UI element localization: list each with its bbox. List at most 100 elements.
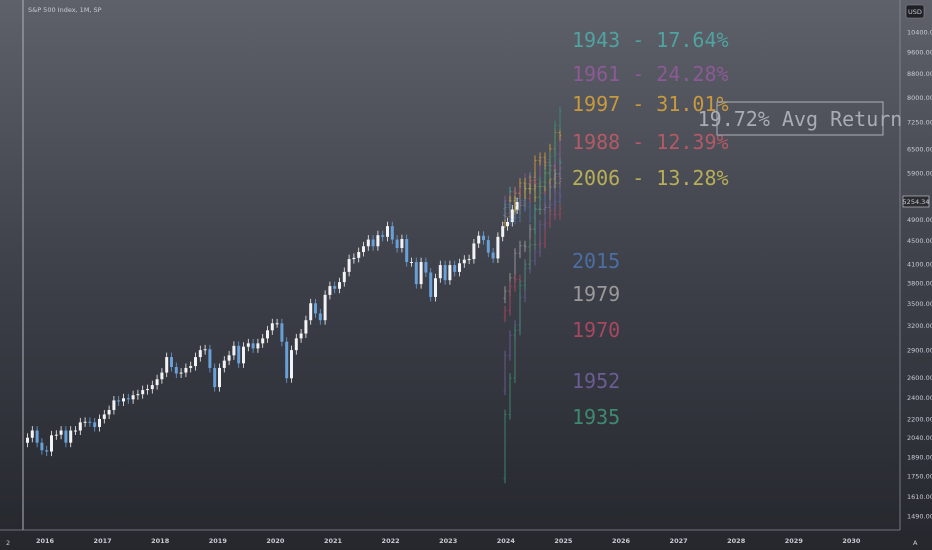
candle-body bbox=[328, 286, 332, 295]
candle-body bbox=[227, 355, 231, 361]
time-tick-label: 2018 bbox=[151, 537, 170, 545]
candle-body bbox=[174, 366, 178, 374]
candle-body bbox=[496, 236, 500, 259]
time-tick-label: 2019 bbox=[209, 537, 228, 545]
candle-body bbox=[477, 235, 481, 244]
price-tick-label: 8000.00 bbox=[907, 94, 932, 102]
candle-body bbox=[59, 430, 63, 435]
projection-label: 1988 - 12.39% bbox=[572, 130, 729, 154]
price-tick-label: 3500.00 bbox=[907, 300, 932, 308]
candle-body bbox=[242, 346, 245, 364]
candle-body bbox=[170, 357, 173, 367]
symbol-label[interactable]: S&P 500 Index, 1M, SP bbox=[28, 6, 102, 14]
candle-body bbox=[414, 262, 418, 285]
time-tick-label: 2025 bbox=[554, 537, 573, 545]
candle-body bbox=[285, 341, 289, 379]
time-tick-label: 2029 bbox=[785, 537, 804, 545]
candle-body bbox=[69, 430, 73, 443]
candle-body bbox=[232, 345, 236, 356]
candle-body bbox=[506, 222, 509, 227]
candle-body bbox=[126, 398, 130, 400]
time-tick-label: 2030 bbox=[842, 537, 861, 545]
candle-body bbox=[261, 338, 265, 344]
candle-body bbox=[83, 421, 87, 423]
price-tick-label: 2600.00 bbox=[907, 374, 932, 382]
candle-body bbox=[491, 252, 495, 259]
candle-body bbox=[419, 262, 423, 285]
time-axis[interactable]: 2016 2017 2018 2019 2020 2021 2022 2023 2024 2025… bbox=[36, 537, 861, 545]
candle-body bbox=[333, 286, 337, 289]
price-tick-label: 10400.00 bbox=[907, 29, 932, 37]
price-tick-label: 1610.00 bbox=[907, 493, 932, 501]
candle-body bbox=[189, 366, 193, 368]
candle-body bbox=[50, 435, 53, 452]
candle-body bbox=[131, 395, 135, 400]
projection-label: 1935 bbox=[572, 405, 620, 429]
candle-body bbox=[318, 313, 322, 321]
candle-body bbox=[112, 400, 116, 411]
candle-body bbox=[290, 350, 293, 379]
price-tick-label: 1490.00 bbox=[907, 513, 932, 521]
candle-body bbox=[218, 367, 221, 388]
time-tick-label: 2017 bbox=[94, 537, 112, 545]
candle-body bbox=[482, 235, 485, 241]
candle-body bbox=[323, 294, 327, 321]
price-axis[interactable]: 10400.00 9600.00 8800.00 8000.00 7250.00 6500… bbox=[907, 29, 932, 521]
candle-body bbox=[453, 265, 457, 272]
candle-body bbox=[304, 320, 308, 334]
price-tick-label: 5900.00 bbox=[907, 170, 932, 178]
candle-body bbox=[309, 303, 313, 321]
price-tick-label: 1890.00 bbox=[907, 453, 932, 461]
candle-body bbox=[146, 389, 149, 391]
candle-body bbox=[410, 262, 413, 264]
last-price-badge bbox=[902, 195, 930, 208]
price-tick-label: 2200.00 bbox=[907, 415, 932, 423]
candle-body bbox=[352, 257, 356, 260]
candle-body bbox=[400, 239, 404, 248]
price-tick-label: 2900.00 bbox=[907, 347, 932, 355]
projection-label: 1997 - 31.01% bbox=[572, 92, 729, 116]
price-tick-label: 4100.00 bbox=[907, 260, 932, 268]
candle-body bbox=[314, 303, 317, 314]
candle-body bbox=[136, 394, 140, 396]
candle-body bbox=[246, 343, 250, 347]
candle-body bbox=[266, 330, 269, 339]
candle-body bbox=[294, 338, 298, 351]
candle-body bbox=[395, 239, 399, 248]
price-tick-label: 4500.00 bbox=[907, 237, 932, 245]
candle-body bbox=[299, 333, 303, 339]
candle-body bbox=[54, 434, 58, 436]
candle-body bbox=[74, 430, 77, 432]
time-tick-label: 2024 bbox=[497, 537, 516, 545]
candle-body bbox=[122, 398, 125, 402]
candle-body bbox=[194, 357, 197, 367]
candle-body bbox=[381, 235, 385, 237]
price-tick-label: 9600.00 bbox=[907, 48, 932, 56]
candles-group bbox=[26, 197, 519, 457]
projection-label: 1943 - 17.64% bbox=[572, 28, 729, 52]
auto-scale-indicator[interactable]: A bbox=[913, 539, 918, 547]
candle-body bbox=[35, 430, 39, 443]
candle-body bbox=[102, 414, 106, 419]
time-tick-label: 2023 bbox=[439, 537, 457, 545]
candle-body bbox=[256, 343, 260, 349]
price-tick-label: 2400.00 bbox=[907, 394, 932, 402]
candle-body bbox=[280, 323, 284, 342]
price-tick-label: 1750.00 bbox=[907, 472, 932, 480]
candle-body bbox=[179, 372, 183, 374]
candle-body bbox=[160, 372, 164, 380]
candle-body bbox=[458, 263, 461, 272]
candle-body bbox=[98, 418, 101, 427]
candle-body bbox=[338, 282, 341, 289]
candle-body bbox=[362, 246, 365, 252]
currency-badge[interactable] bbox=[905, 4, 925, 19]
candle-body bbox=[448, 265, 452, 281]
candle-body bbox=[203, 349, 207, 351]
candle-body bbox=[462, 259, 466, 264]
price-tick-label: 3200.00 bbox=[907, 322, 932, 330]
candle-body bbox=[30, 430, 34, 438]
avg-return-label: 19.72% Avg Return bbox=[698, 107, 903, 131]
candle-body bbox=[213, 367, 217, 388]
projection-label: 1979 bbox=[572, 282, 620, 306]
